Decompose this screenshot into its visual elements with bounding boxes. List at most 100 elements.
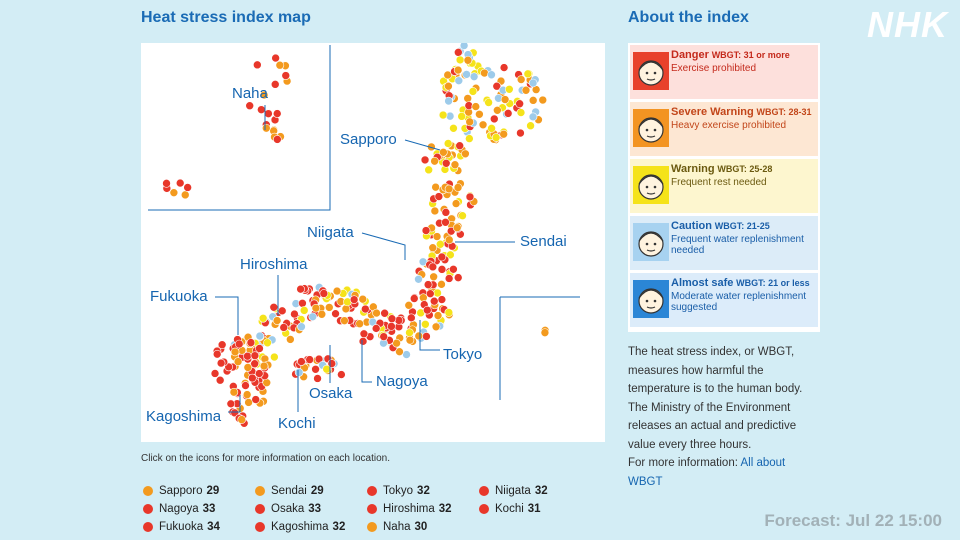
city-label[interactable]: Fukuoka (150, 288, 208, 305)
station-icon (493, 106, 502, 115)
reading[interactable]: Nagoya 33 (143, 501, 215, 517)
station-icon (443, 70, 453, 80)
station-icon (332, 286, 342, 296)
level-text: Caution WBGT: 21-25 Frequent water replen… (671, 221, 814, 257)
station-icon (372, 308, 381, 318)
station-icon (270, 352, 279, 362)
leader-line (361, 232, 406, 260)
station-icon (379, 332, 389, 341)
station-icon (431, 322, 441, 332)
map[interactable]: Naha Sapporo Niigata Sendai Hiroshima Fukuoka… (141, 43, 605, 442)
station-icon (392, 338, 401, 348)
reading-dot (479, 504, 489, 514)
station-icon (405, 328, 414, 337)
reading-value: 31 (527, 503, 541, 515)
city-label[interactable]: Osaka (309, 385, 353, 402)
reading[interactable]: Hiroshima 32 (367, 501, 452, 517)
station-icon (317, 309, 327, 319)
station-icon (516, 75, 526, 84)
more-link[interactable]: All about WBGT (628, 457, 786, 488)
level-name: Severe Warning (671, 106, 754, 118)
station-icon (387, 322, 396, 331)
station-icon (233, 357, 243, 366)
station-icon (294, 368, 304, 377)
map-title: Heat stress index map (141, 9, 311, 26)
station-icon (324, 303, 334, 312)
station-icon (263, 338, 272, 348)
reading-dot (143, 522, 153, 532)
reading-value: 30 (414, 521, 428, 533)
station-icon (169, 188, 179, 197)
station-icon (272, 109, 282, 118)
station-icon (175, 178, 185, 188)
index-description: The heat stress index, or WBGT, measures… (628, 343, 814, 491)
station-icon (528, 112, 538, 122)
icon-eye (653, 71, 657, 75)
city-label[interactable]: Kagoshima (146, 408, 222, 425)
station-icon (215, 375, 225, 385)
reading-dot (255, 504, 265, 514)
reading-dot (479, 486, 489, 496)
city-label[interactable]: Kochi (278, 415, 316, 432)
station-icon (423, 280, 433, 289)
city-label[interactable]: Nagoya (376, 373, 428, 390)
station-icon (337, 370, 346, 379)
reading[interactable]: Naha 30 (367, 519, 427, 535)
icon-eye (645, 128, 649, 132)
station-icon (286, 335, 295, 344)
station-icon (454, 76, 464, 85)
station-icon (248, 373, 257, 383)
station-icon (484, 98, 493, 107)
station-icon (528, 78, 538, 88)
reading-dot (255, 522, 265, 532)
reading[interactable]: Sapporo 29 (143, 483, 219, 499)
city-label[interactable]: Sapporo (340, 131, 397, 148)
station-icon (242, 390, 252, 399)
level-range: WBGT: 28-31 (756, 107, 812, 117)
station-icon (424, 165, 433, 175)
icon-hair (638, 61, 664, 71)
station-icon (437, 265, 447, 274)
station-icon (528, 96, 538, 105)
level-icon (633, 280, 669, 318)
station-icon (230, 347, 240, 357)
reading[interactable]: Osaka 33 (255, 501, 321, 517)
city-label[interactable]: Tokyo (443, 346, 482, 363)
level-advice: Heavy exercise prohibited (671, 120, 787, 131)
reading-value: 34 (207, 521, 220, 533)
station-icon (463, 94, 473, 103)
station-icon (441, 208, 451, 217)
reading[interactable]: Sendai 29 (255, 483, 324, 499)
reading-dot (255, 486, 265, 496)
station-icon (452, 223, 462, 233)
station-icon (425, 289, 435, 298)
station-icon (331, 309, 340, 318)
station-icon (505, 84, 514, 94)
city-label[interactable]: Hiroshima (240, 256, 308, 273)
reading[interactable]: Kagoshima 32 (255, 519, 345, 535)
icon-face (638, 117, 664, 143)
level: Warning WBGT: 25-28 Frequent rest needed (630, 159, 818, 213)
station-icon (212, 349, 222, 359)
station-icon (500, 95, 510, 104)
reading[interactable]: Niigata 32 (479, 483, 548, 499)
reading[interactable]: Tokyo 32 (367, 483, 430, 499)
city-label[interactable]: Niigata (307, 224, 354, 241)
station-icon (540, 328, 550, 337)
city-label[interactable]: Sendai (520, 233, 567, 250)
city-label[interactable]: Naha (232, 85, 269, 102)
station-icon (395, 347, 404, 356)
station-icon (255, 344, 264, 353)
level-icon (633, 223, 669, 261)
level: Severe Warning WBGT: 28-31 Heavy exercise… (630, 102, 818, 156)
station-icon (255, 331, 265, 341)
reading[interactable]: Fukuoka 34 (143, 519, 220, 535)
station-icon (270, 80, 280, 89)
leader-line (228, 395, 241, 413)
station-icon (444, 96, 453, 106)
station-icon (431, 182, 440, 192)
station-icon (272, 316, 282, 325)
station-icon (491, 133, 501, 142)
reading[interactable]: Kochi 31 (479, 501, 541, 517)
station-icon (359, 329, 369, 339)
